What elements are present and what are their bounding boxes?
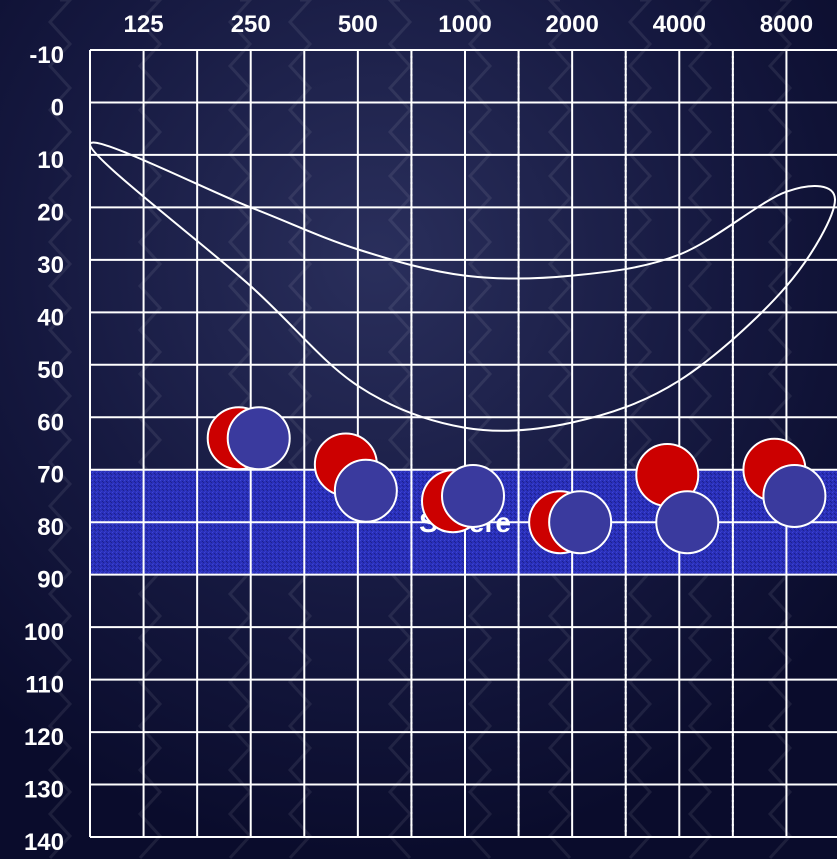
data-point-blue: [548, 490, 613, 555]
y-tick-label: 40: [37, 304, 64, 331]
x-tick-label: 250: [231, 11, 271, 38]
data-point-blue: [762, 463, 827, 528]
y-tick-label: 50: [37, 357, 64, 384]
y-tick-label: 90: [37, 567, 64, 594]
data-point-blue: [655, 490, 720, 555]
x-tick-label: 125: [124, 11, 164, 38]
x-tick-label: 500: [338, 11, 378, 38]
waveform-streak: [47, 0, 73, 859]
y-tick-label: 20: [37, 199, 64, 226]
y-tick-label: 80: [37, 514, 64, 541]
data-point-blue: [441, 463, 505, 528]
x-tick-label: 4000: [653, 11, 706, 38]
y-tick-label: 60: [37, 409, 64, 436]
y-tick-label: 10: [37, 147, 64, 174]
data-point-blue: [226, 406, 291, 471]
data-point-blue: [333, 458, 398, 523]
x-tick-label: 2000: [545, 11, 598, 38]
y-tick-label: 140: [24, 829, 64, 856]
y-tick-label: 120: [24, 724, 64, 751]
x-tick-label: 8000: [760, 11, 813, 38]
y-tick-label: 130: [24, 777, 64, 804]
y-tick-label: 0: [51, 94, 64, 121]
y-tick-label: -10: [29, 42, 64, 69]
y-tick-label: 110: [25, 672, 64, 699]
y-tick-label: 30: [37, 252, 64, 279]
speech-banana: [88, 141, 837, 432]
x-tick-label: 1000: [438, 11, 491, 38]
y-tick-label: 100: [24, 619, 64, 646]
y-tick-label: 70: [37, 462, 64, 489]
